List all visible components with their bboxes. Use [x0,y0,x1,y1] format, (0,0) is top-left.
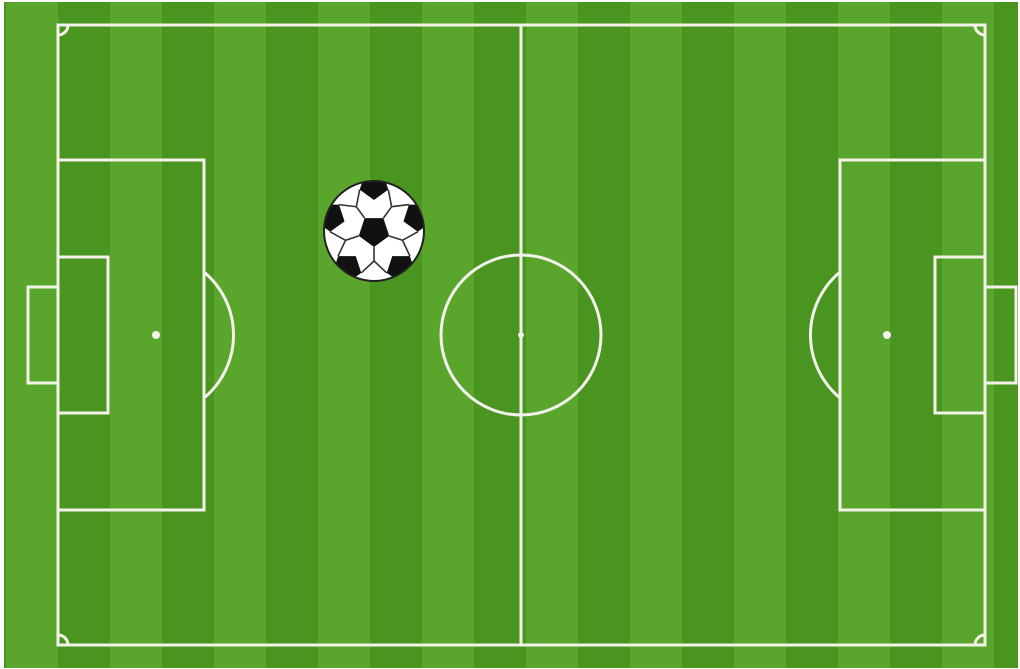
soccer-field [0,0,1020,669]
